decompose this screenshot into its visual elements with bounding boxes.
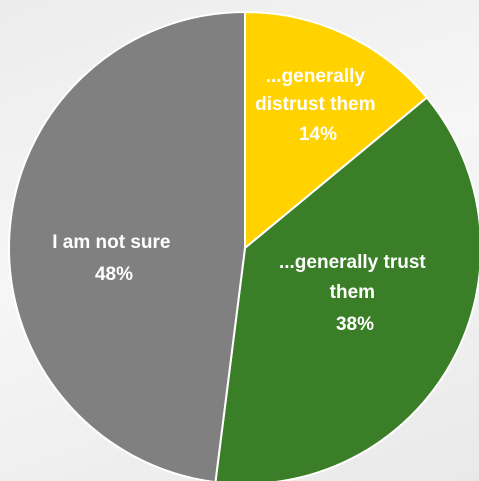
slice-label-not-sure: I am not sure 48%	[52, 232, 176, 285]
pie-slices	[8, 10, 479, 481]
slice-label-distrust-line-1: ...generally	[266, 66, 366, 87]
slice-value-trust: 38%	[336, 314, 374, 335]
slice-label-distrust-line-2: distrust them	[255, 94, 375, 115]
pie-slice-not-sure	[8, 10, 246, 481]
pie-slice-trust	[214, 96, 479, 481]
slice-value-not-sure: 48%	[95, 264, 133, 285]
pie-slice-distrust	[244, 10, 429, 251]
slice-label-not-sure-line-1: I am not sure	[52, 232, 170, 253]
slice-label-distrust: ...generally distrust them 14%	[255, 66, 381, 145]
slice-label-trust: ...generally trust them 38%	[279, 252, 431, 335]
slice-label-trust-line-1: ...generally trust	[279, 252, 426, 273]
slice-label-trust-line-2: them	[330, 282, 375, 303]
slice-value-distrust: 14%	[299, 124, 337, 145]
